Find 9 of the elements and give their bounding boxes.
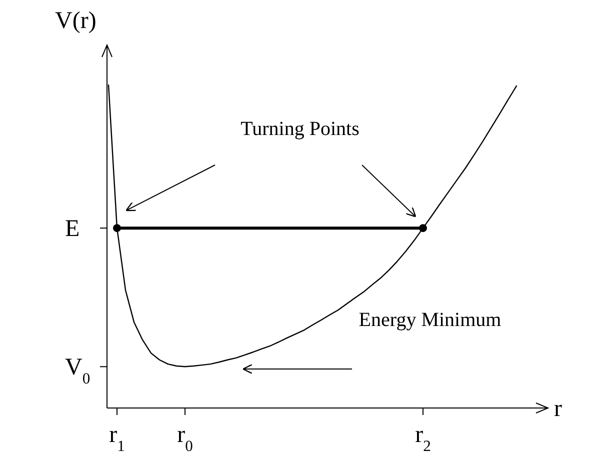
x-tick-label: r$_{0}$ [177, 422, 194, 453]
x-tick-label: r$_{2}$ [415, 422, 431, 453]
y-axis-title: V(r) [55, 8, 96, 34]
x-tick-label: r$_{1}$ [109, 422, 125, 453]
x-axis-title: r [554, 396, 562, 422]
annotation: Turning Points [240, 118, 360, 140]
text: V$_{0}$ [65, 354, 90, 388]
text: E [65, 216, 80, 242]
annotation: Energy Minimum [358, 309, 502, 331]
